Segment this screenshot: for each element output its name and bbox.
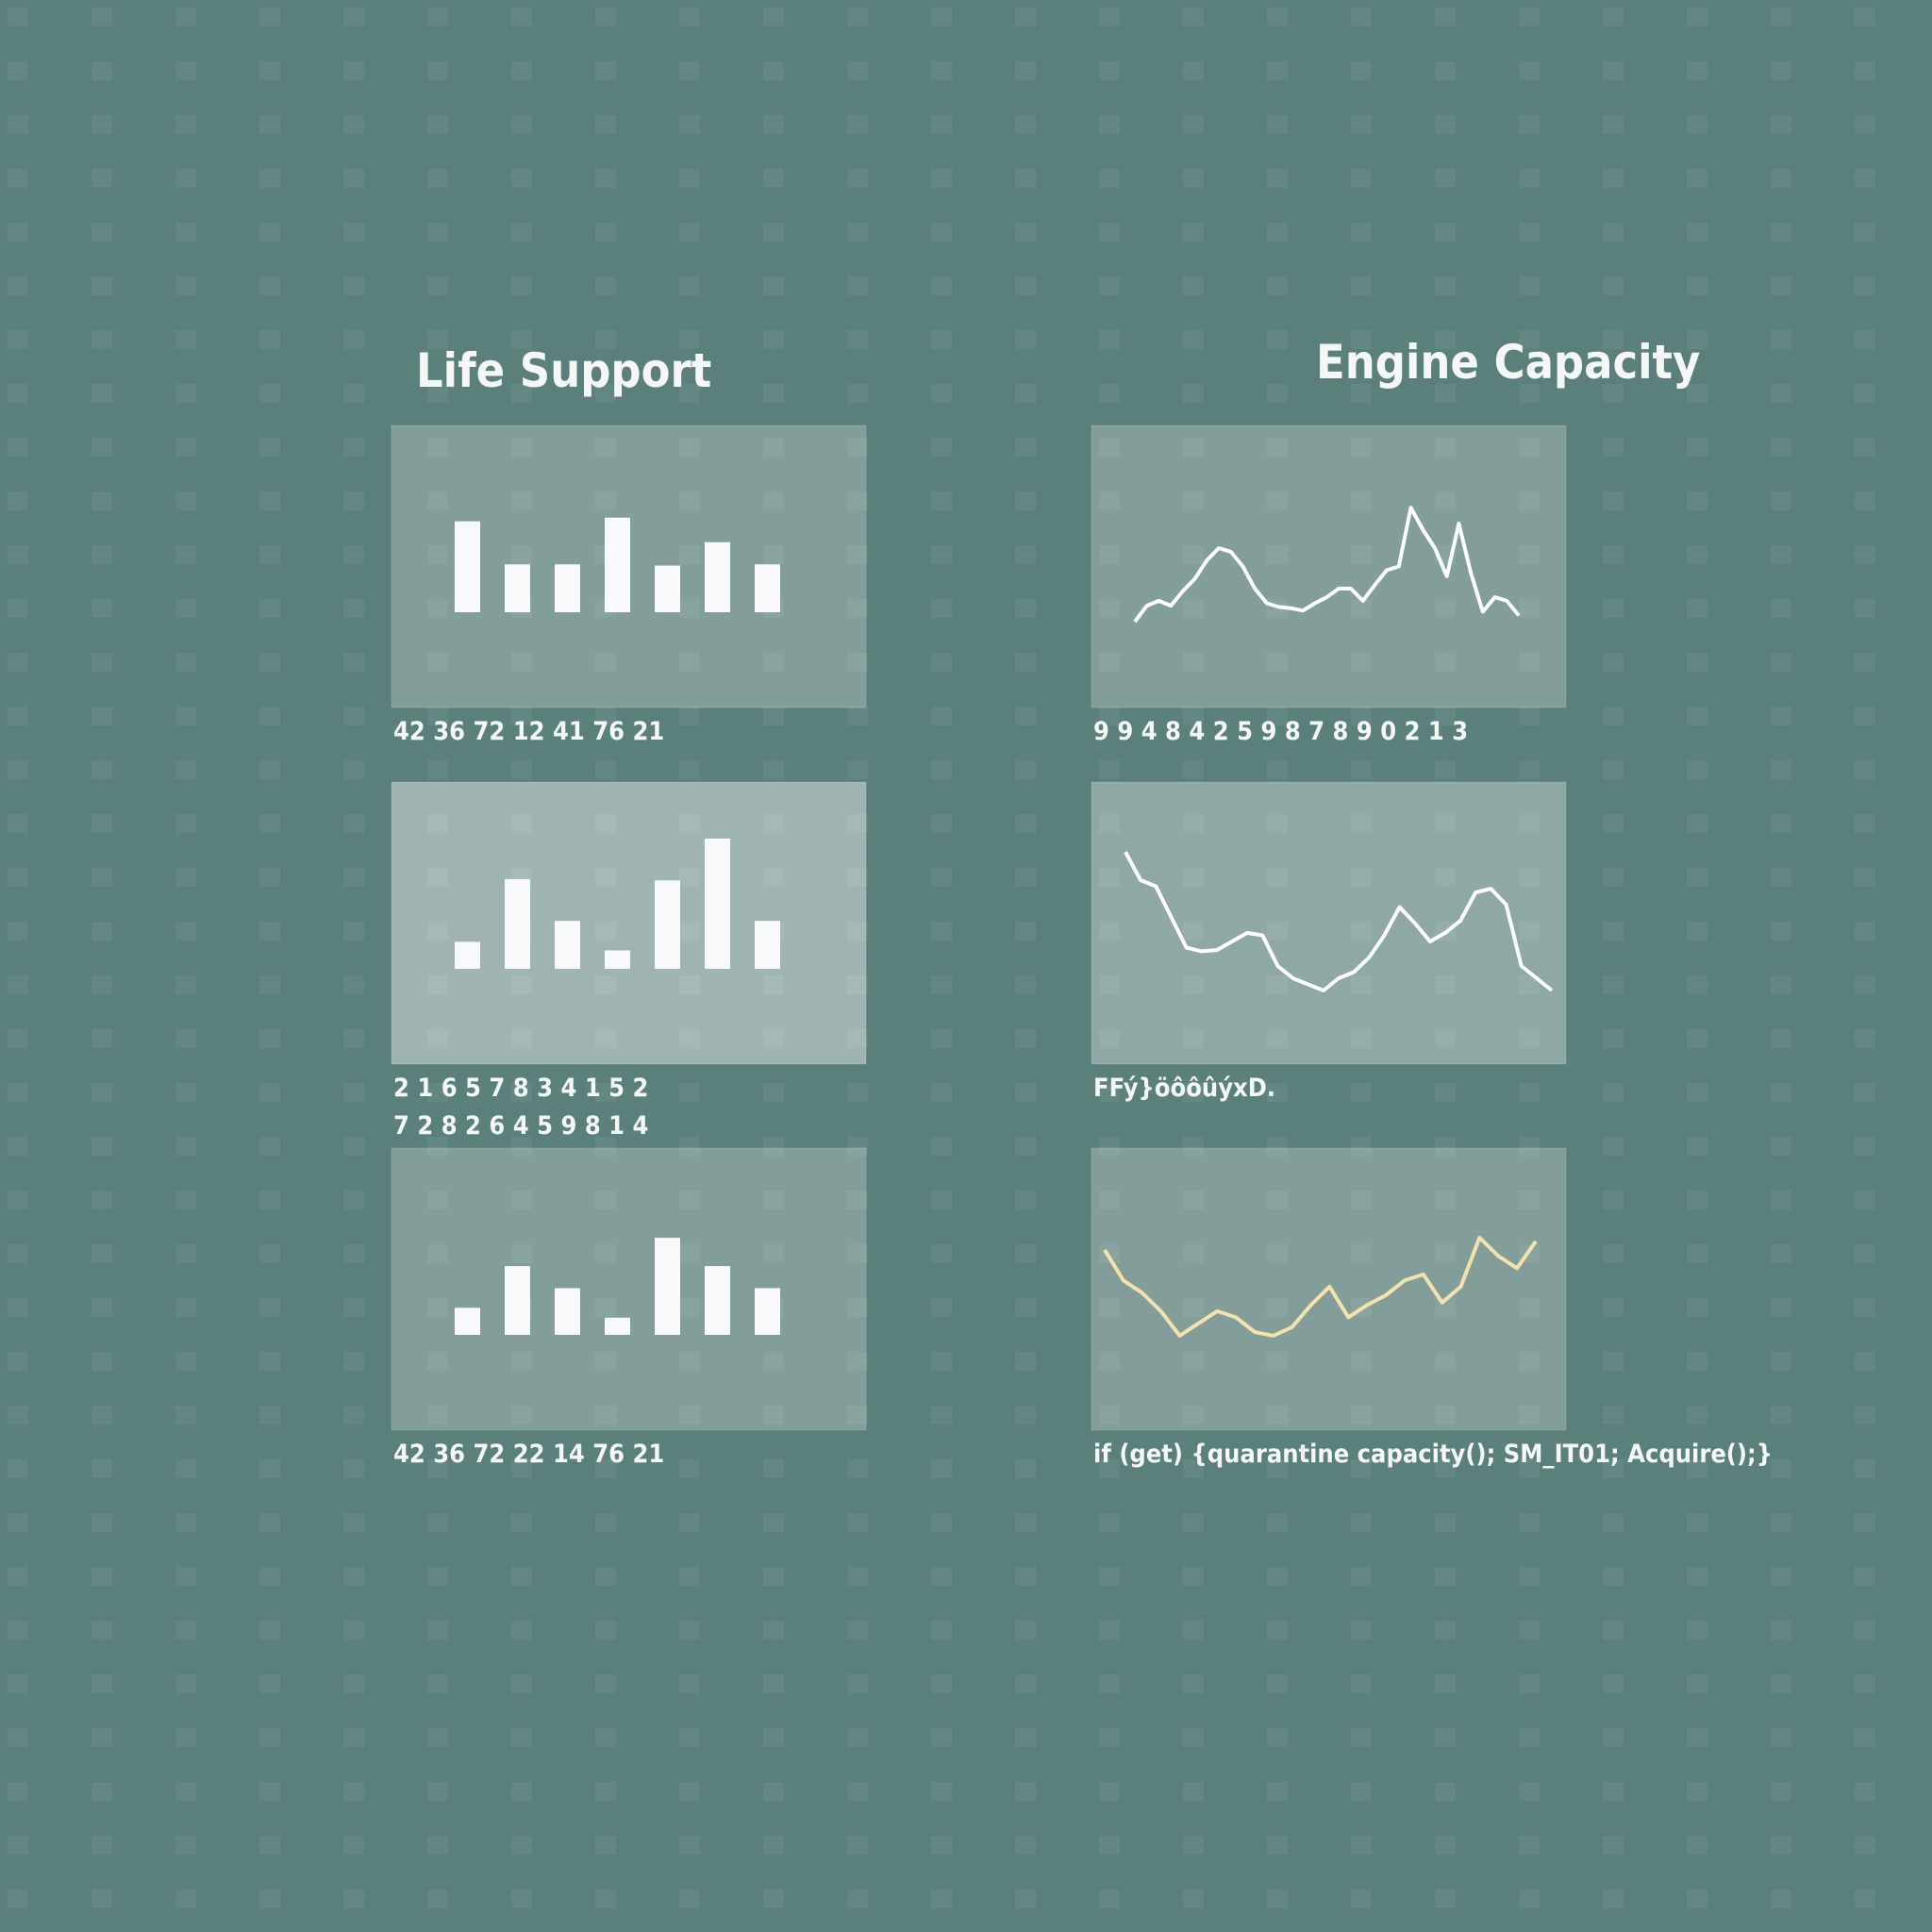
bar: [705, 838, 730, 969]
bar: [755, 921, 780, 969]
bar: [605, 517, 630, 612]
bar: [505, 564, 530, 612]
bar: [655, 1238, 680, 1335]
caption: 42 36 72 12 41 76 21: [393, 717, 664, 746]
caption: 42 36 72 22 14 76 21: [393, 1440, 664, 1469]
bar: [555, 921, 580, 969]
column-title: Life Support: [416, 343, 711, 398]
column-title: Engine Capacity: [1316, 335, 1700, 390]
caption: FFý}öôôûýxD.: [1093, 1074, 1275, 1103]
bar: [655, 565, 680, 612]
bar: [705, 541, 730, 612]
bar: [455, 521, 480, 612]
bar: [755, 1288, 780, 1335]
panel: [1091, 781, 1567, 1065]
line: [1103, 1235, 1538, 1338]
line: [1124, 851, 1554, 992]
bar: [455, 941, 480, 969]
bar: [605, 1317, 630, 1335]
caption: 7 2 8 2 6 4 5 9 8 1 4: [393, 1111, 648, 1141]
bar: [705, 1266, 730, 1335]
bar: [755, 564, 780, 612]
caption: if (get) {quarantine capacity(); SM_IT01…: [1093, 1440, 1773, 1469]
panel: [391, 1147, 867, 1431]
panel: [391, 781, 867, 1065]
panel: [1091, 425, 1567, 708]
bar: [555, 564, 580, 612]
bar: [505, 1266, 530, 1335]
caption: 9 9 4 8 4 2 5 9 8 7 8 9 0 2 1 3: [1093, 717, 1468, 746]
bar: [455, 1307, 480, 1335]
line: [1133, 506, 1521, 624]
caption: 2 1 6 5 7 8 3 4 1 5 2: [393, 1074, 648, 1103]
bar: [555, 1288, 580, 1335]
bar: [605, 950, 630, 969]
bar: [505, 878, 530, 969]
bar: [655, 880, 680, 969]
